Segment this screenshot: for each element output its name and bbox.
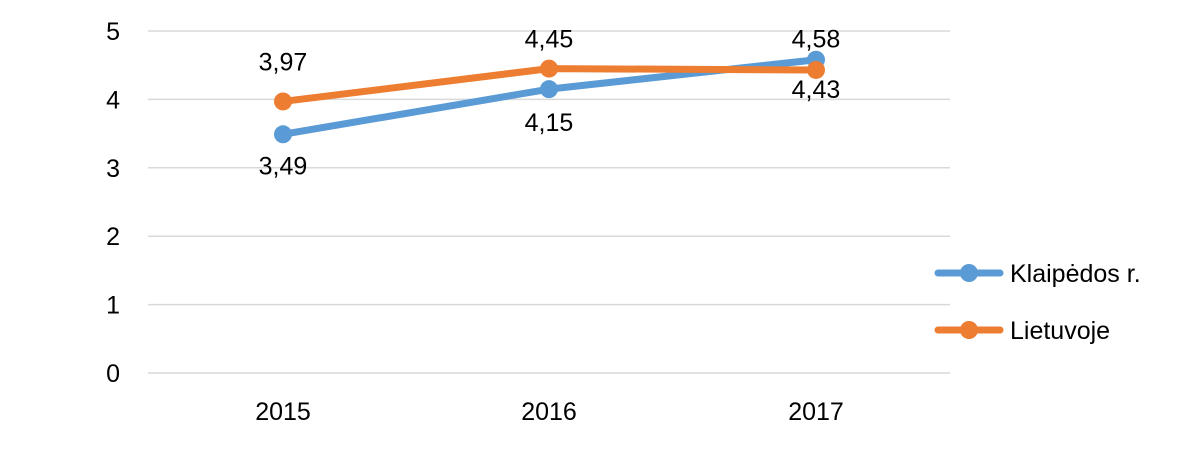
y-tick-label-1: 1 [106,292,120,320]
y-tick-label-3: 3 [106,155,120,183]
data-label-series-1-2017: 4,43 [792,76,841,104]
x-tick-label-2015: 2015 [255,398,311,426]
series-1-marker-2017 [807,60,825,79]
legend-label-0: Klaipėdos r. [1010,260,1141,288]
y-tick-label-0: 0 [106,360,120,388]
y-tick-label-2: 2 [106,223,120,251]
series-1-marker-2016 [540,59,558,78]
x-axis-ticks: 2015 2016 2017 [255,398,844,426]
data-label-series-0-2016: 4,15 [525,109,574,137]
legend-marker-0 [960,264,978,282]
series-group [274,50,825,144]
series-0-marker-2015 [274,125,292,144]
legend-marker-1 [960,321,978,339]
x-tick-label-2016: 2016 [521,398,577,426]
series-0-marker-2016 [540,80,558,99]
x-tick-label-2017: 2017 [788,398,844,426]
legend-label-1: Lietuvoje [1010,317,1110,345]
data-label-series-1-2016: 4,45 [525,26,574,54]
y-axis-ticks: 0 1 2 3 4 5 [106,18,120,388]
y-tick-label-4: 4 [106,86,120,114]
series-1-marker-2015 [274,92,292,111]
legend: Klaipėdos r. Lietuvoje [934,260,1141,345]
y-tick-label-5: 5 [106,18,120,46]
data-label-series-0-2015: 3,49 [259,152,308,180]
data-labels: 3,49 4,15 4,58 3,97 4,45 4,43 [259,26,841,181]
data-label-series-1-2015: 3,97 [259,48,308,76]
data-label-series-0-2017: 4,58 [792,26,841,54]
